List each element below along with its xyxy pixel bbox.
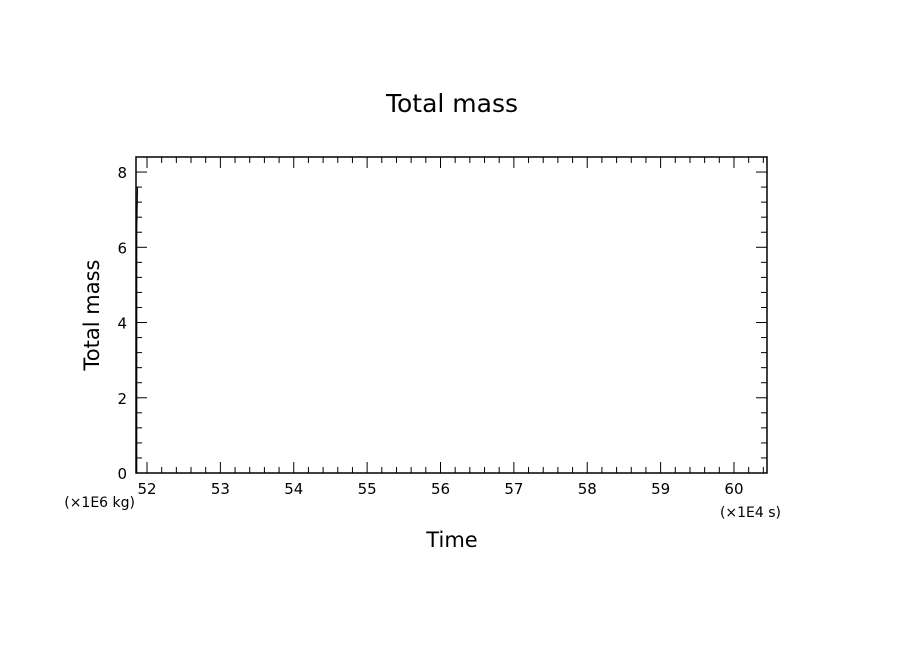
y-tick-label: 4 bbox=[117, 315, 127, 333]
y-tick-labels: 0 2 4 6 8 bbox=[117, 164, 127, 483]
x-tick-label: 55 bbox=[358, 480, 377, 498]
y-unit-label: (×1E6 kg) bbox=[64, 495, 135, 511]
x-tick-label: 54 bbox=[284, 480, 303, 498]
y-tick-label: 2 bbox=[117, 390, 127, 408]
y-axis-label: Total mass bbox=[80, 260, 104, 372]
x-tick-label: 56 bbox=[431, 480, 450, 498]
y-tick-label: 6 bbox=[117, 239, 127, 257]
series-group bbox=[136, 187, 139, 473]
x-axis-label: Time bbox=[425, 528, 477, 552]
x-tick-labels: 52 53 54 55 56 57 58 59 60 bbox=[137, 480, 743, 498]
x-tick-label: 59 bbox=[651, 480, 670, 498]
x-tick-label: 58 bbox=[578, 480, 597, 498]
tick-marks bbox=[136, 156, 767, 474]
x-unit-label: (×1E4 s) bbox=[720, 505, 781, 521]
x-tick-label: 53 bbox=[211, 480, 230, 498]
x-tick-label: 60 bbox=[724, 480, 743, 498]
series-line bbox=[136, 187, 139, 473]
chart-title: Total mass bbox=[385, 89, 518, 118]
y-tick-label: 8 bbox=[117, 164, 127, 182]
plot-frame bbox=[135, 156, 768, 474]
x-tick-label: 57 bbox=[504, 480, 523, 498]
x-tick-label: 52 bbox=[137, 480, 156, 498]
y-tick-label: 0 bbox=[117, 465, 127, 483]
